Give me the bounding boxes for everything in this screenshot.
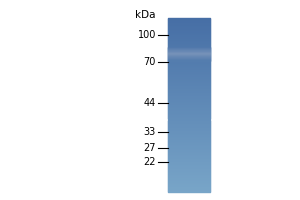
Text: 44: 44	[144, 98, 156, 108]
Text: 100: 100	[138, 30, 156, 40]
Text: 22: 22	[143, 157, 156, 167]
Text: 33: 33	[144, 127, 156, 137]
Text: 27: 27	[143, 143, 156, 153]
Text: 70: 70	[144, 57, 156, 67]
Text: kDa: kDa	[136, 10, 156, 20]
